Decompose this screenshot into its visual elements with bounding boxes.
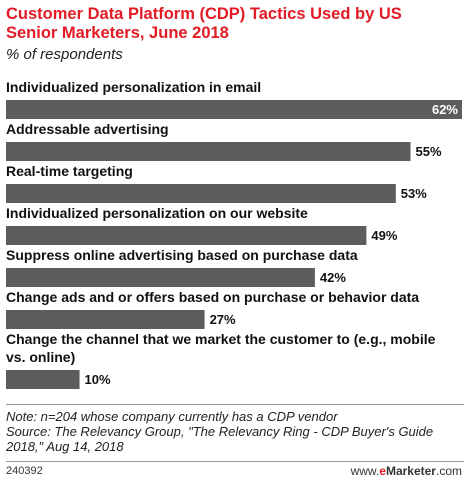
footer-source: Source: The Relevancy Group, "The Releva… bbox=[6, 424, 434, 454]
bar bbox=[6, 268, 315, 287]
category-label: Real-time targeting bbox=[6, 163, 133, 179]
bar bbox=[6, 100, 462, 119]
bar bbox=[6, 310, 205, 329]
category-label: Addressable advertising bbox=[6, 121, 169, 137]
value-label: 49% bbox=[371, 228, 397, 243]
bar bbox=[6, 226, 367, 245]
chart-subtitle: % of respondents bbox=[6, 46, 123, 63]
bar bbox=[6, 370, 80, 389]
chart-title: Customer Data Platform (CDP) Tactics Use… bbox=[6, 5, 402, 42]
footer-note: Note: n=204 whose company currently has … bbox=[6, 409, 338, 424]
category-label: Change the channel that we market the cu… bbox=[6, 331, 436, 365]
value-label: 10% bbox=[85, 372, 111, 387]
value-label: 27% bbox=[210, 312, 236, 327]
value-label: 42% bbox=[320, 270, 346, 285]
category-label: Individualized personalization on our we… bbox=[6, 205, 308, 221]
brand-suffix: .com bbox=[435, 464, 462, 478]
brand-name: Marketer bbox=[385, 464, 436, 478]
chart-id: 240392 bbox=[6, 465, 43, 477]
category-label: Suppress online advertising based on pur… bbox=[6, 247, 358, 263]
emarketer-logo[interactable]: www.eMarketer.com bbox=[351, 464, 462, 478]
brand-prefix: www. bbox=[350, 464, 380, 478]
footer-notes: Note: n=204 whose company currently has … bbox=[6, 409, 446, 454]
bar bbox=[6, 184, 396, 203]
footer-divider-bottom bbox=[6, 461, 464, 462]
footer-divider bbox=[6, 404, 464, 405]
value-label: 55% bbox=[416, 144, 442, 159]
value-label: 62% bbox=[432, 102, 458, 117]
value-label: 53% bbox=[401, 186, 427, 201]
category-label: Change ads and or offers based on purcha… bbox=[6, 289, 419, 305]
bar bbox=[6, 142, 411, 161]
category-label: Individualized personalization in email bbox=[6, 79, 261, 95]
bars-layer: Individualized personalization in email 6… bbox=[6, 79, 462, 389]
brand-e: e bbox=[379, 464, 386, 478]
